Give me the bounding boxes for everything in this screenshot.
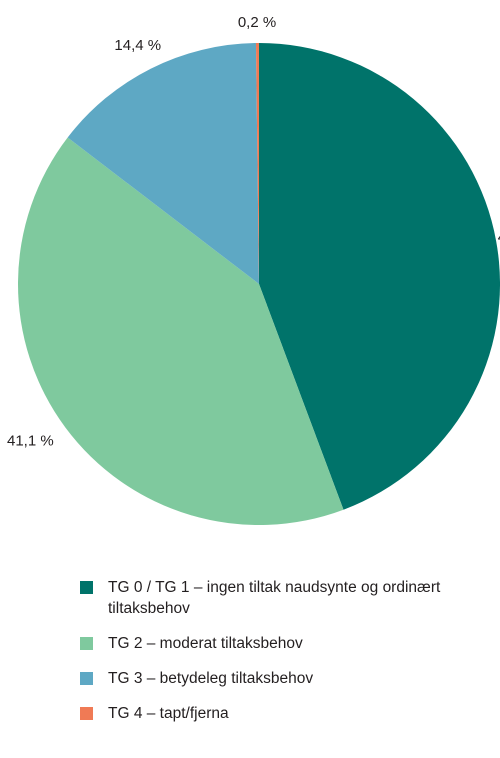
legend-item-tg4: TG 4 – tapt/fjerna	[80, 703, 490, 724]
data-label-tg0-tg1: 44,3 %	[498, 229, 500, 246]
legend-label-tg0-tg1: TG 0 / TG 1 – ingen tiltak naudsynte og …	[108, 579, 441, 617]
legend-item-tg2: TG 2 – moderat tiltaksbehov	[80, 633, 490, 654]
data-label-tg3: 14,4 %	[114, 37, 161, 54]
legend-swatch-tg3	[80, 672, 93, 685]
legend-swatch-tg2	[80, 637, 93, 650]
legend-item-tg0-tg1: TG 0 / TG 1 – ingen tiltak naudsynte og …	[80, 577, 490, 619]
legend-label-tg3: TG 3 – betydeleg tiltaksbehov	[108, 670, 314, 687]
legend-label-tg4: TG 4 – tapt/fjerna	[108, 705, 229, 722]
data-label-tg2: 41,1 %	[7, 433, 54, 450]
legend-item-tg3: TG 3 – betydeleg tiltaksbehov	[80, 668, 490, 689]
pie-slices	[18, 43, 500, 526]
legend: TG 0 / TG 1 – ingen tiltak naudsynte og …	[80, 577, 490, 738]
pie-chart: 44,3 % 41,1 % 14,4 % 0,2 %	[7, 14, 500, 526]
pie-slice-tg3	[67, 43, 260, 284]
legend-swatch-tg0-tg1	[80, 581, 93, 594]
pie-slice-tg4	[255, 43, 259, 284]
legend-swatch-tg4	[80, 707, 93, 720]
pie-slice-tg0-tg1	[259, 43, 500, 510]
pie-slice-tg2	[18, 137, 344, 526]
legend-label-tg2: TG 2 – moderat tiltaksbehov	[108, 635, 303, 652]
data-label-tg4: 0,2 %	[238, 14, 276, 31]
pie-data-labels: 44,3 % 41,1 % 14,4 % 0,2 %	[7, 14, 500, 450]
